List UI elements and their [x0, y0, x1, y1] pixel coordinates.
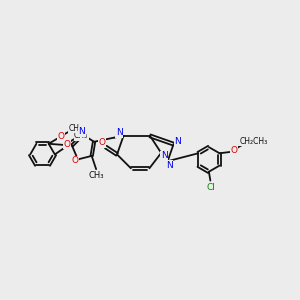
Text: O: O: [230, 146, 237, 154]
Text: O: O: [57, 132, 64, 141]
Text: O: O: [63, 140, 70, 149]
Text: O: O: [71, 156, 78, 165]
Text: Cl: Cl: [206, 182, 215, 191]
Text: CH₂CH₃: CH₂CH₃: [240, 137, 268, 146]
Text: N: N: [116, 128, 123, 137]
Text: N: N: [161, 152, 167, 160]
Text: CH₃: CH₃: [89, 170, 104, 179]
Text: N: N: [166, 160, 172, 169]
Text: CH₃: CH₃: [69, 124, 83, 133]
Text: O: O: [99, 138, 106, 147]
Text: CH₃: CH₃: [74, 131, 88, 140]
Text: N: N: [78, 127, 85, 136]
Text: N: N: [174, 137, 181, 146]
